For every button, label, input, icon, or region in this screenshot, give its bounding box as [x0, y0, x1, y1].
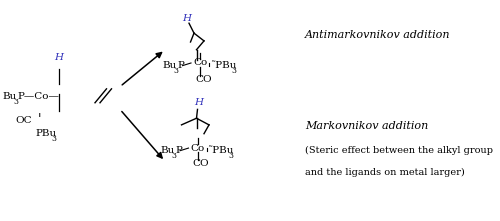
Text: ˜PBu: ˜PBu	[210, 61, 236, 70]
Text: ˜PBu: ˜PBu	[208, 146, 234, 155]
Text: 3: 3	[231, 67, 236, 75]
Text: Bu: Bu	[162, 61, 177, 70]
Text: Markovnikov addition: Markovnikov addition	[305, 121, 428, 131]
Text: 3: 3	[171, 152, 176, 160]
Text: H: H	[194, 98, 203, 107]
Text: P: P	[175, 146, 182, 155]
Text: PBu: PBu	[35, 129, 56, 138]
Text: CO: CO	[195, 75, 212, 84]
Text: CO: CO	[192, 160, 209, 168]
Text: Bu: Bu	[160, 146, 174, 155]
Text: (Steric effect between the alkyl group: (Steric effect between the alkyl group	[305, 146, 493, 155]
Text: Co: Co	[193, 59, 207, 67]
Text: 3: 3	[228, 152, 234, 160]
Text: Antimarkovnikov addition: Antimarkovnikov addition	[305, 30, 450, 40]
Text: 3: 3	[174, 67, 178, 75]
Text: Co: Co	[190, 144, 204, 152]
Text: H: H	[182, 14, 192, 23]
Text: P: P	[178, 61, 184, 70]
Text: OC: OC	[15, 116, 32, 125]
Text: 3: 3	[51, 135, 56, 143]
Text: Bu: Bu	[2, 92, 17, 101]
Text: and the ligands on metal larger): and the ligands on metal larger)	[305, 168, 465, 177]
Text: ': '	[38, 113, 42, 126]
Text: 3: 3	[14, 98, 18, 106]
Text: H: H	[54, 53, 64, 62]
Text: P—Co—: P—Co—	[18, 92, 59, 101]
